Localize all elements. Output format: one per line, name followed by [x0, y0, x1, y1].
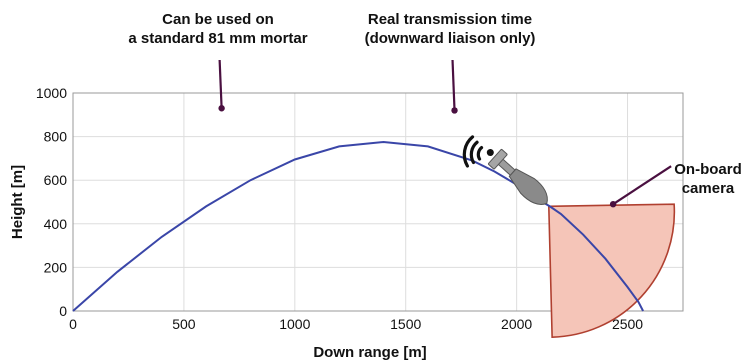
trajectory-line-0 [72, 140, 644, 312]
x-tick-label-2: 1000 [279, 316, 310, 332]
y-tick-label-0: 0 [59, 303, 67, 319]
x-tick-label-1: 500 [172, 316, 196, 332]
annotation-camera-line-2: camera [681, 180, 735, 197]
x-tick-labels: 0 500 1000 1500 2000 2500 [69, 316, 643, 332]
annotation-pointers [218, 59, 672, 208]
mortar-round-fins [488, 149, 508, 170]
x-tick-label-3: 1500 [390, 316, 421, 332]
series-layer [72, 140, 644, 312]
mortar-round-icon [486, 149, 548, 205]
camera-fov-wedge [547, 203, 676, 338]
plot-frame [72, 92, 684, 312]
annotation-transmission-line-2: (downward liaison only) [364, 30, 536, 47]
annotation-transmission: Real transmission time (downward liaison… [335, 10, 565, 48]
signal-arc-0 [476, 146, 484, 161]
y-tick-label-3: 600 [44, 172, 68, 188]
annotation-mortar: Can be used on a standard 81 mm mortar [103, 10, 333, 48]
y-tick-label-5: 1000 [36, 85, 67, 101]
camera-field-of-view [547, 203, 676, 338]
annotation-pointer-line-transmission [451, 59, 456, 111]
x-tick-label-0: 0 [69, 316, 77, 332]
projectile-icon [486, 149, 548, 205]
annotation-mortar-line-1: Can be used on [162, 11, 274, 28]
annotation-pointer-dot-camera [609, 200, 617, 208]
y-tick-label-1: 200 [44, 259, 68, 275]
x-axis-label: Down range [m] [313, 344, 426, 361]
annotation-pointer-dot-mortar [218, 105, 225, 112]
annotation-mortar-line-2: a standard 81 mm mortar [128, 30, 308, 47]
y-tick-label-4: 800 [44, 129, 68, 145]
x-tick-label-4: 2000 [501, 316, 532, 332]
signal-arc-2 [462, 135, 475, 168]
annotation-pointer-line-mortar [218, 59, 223, 109]
annotation-camera: On-board camera [668, 160, 748, 198]
mortar-round-antenna [486, 149, 494, 157]
y-axis-label: Height [m] [9, 165, 26, 239]
annotation-camera-line-1: On-board [674, 161, 742, 178]
y-tick-label-2: 400 [44, 216, 68, 232]
x-tick-label-5: 2500 [612, 316, 643, 332]
y-tick-labels: 0 200 400 600 800 1000 [36, 85, 67, 319]
signal-waves-icon [462, 135, 484, 168]
annotation-pointer-dot-transmission [451, 107, 458, 114]
annotation-transmission-line-1: Real transmission time [367, 11, 533, 28]
signal-arc-1 [469, 140, 479, 165]
annotation-pointer-line-camera [612, 165, 672, 206]
